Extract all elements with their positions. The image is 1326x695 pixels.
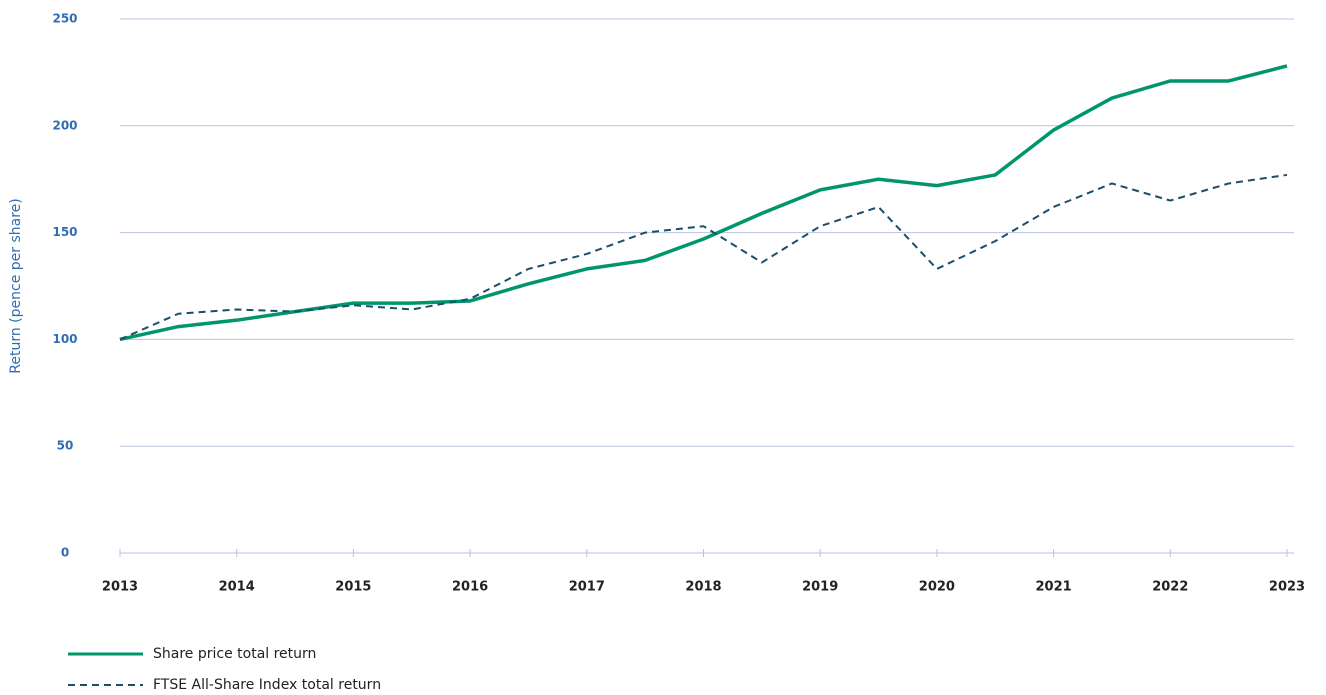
legend-label: Share price total return [153, 646, 316, 662]
y-tick-label: 50 [57, 439, 74, 453]
y-tick-label: 0 [61, 546, 69, 560]
x-tick-label: 2018 [685, 580, 721, 595]
x-tick-label: 2015 [335, 580, 371, 595]
legend-label: FTSE All-Share Index total return [153, 677, 381, 693]
x-tick-label: 2013 [102, 580, 138, 595]
x-tick-label: 2022 [1152, 580, 1188, 595]
x-tick-label: 2020 [919, 580, 955, 595]
y-tick-label: 150 [52, 225, 77, 239]
series-line [119, 173, 1288, 341]
y-tick-label: 250 [52, 12, 77, 26]
x-tick-label: 2023 [1269, 580, 1305, 595]
y-axis-label: Return (pence per share) [8, 198, 24, 373]
x-tick-label: 2019 [802, 580, 838, 595]
x-tick-label: 2016 [452, 580, 488, 595]
x-tick-label: 2021 [1036, 580, 1072, 595]
y-tick-label: 200 [52, 118, 77, 132]
x-tick-label: 2017 [569, 580, 605, 595]
series-line [119, 64, 1288, 342]
x-tick-label: 2014 [219, 580, 255, 595]
y-tick-label: 100 [52, 332, 77, 346]
